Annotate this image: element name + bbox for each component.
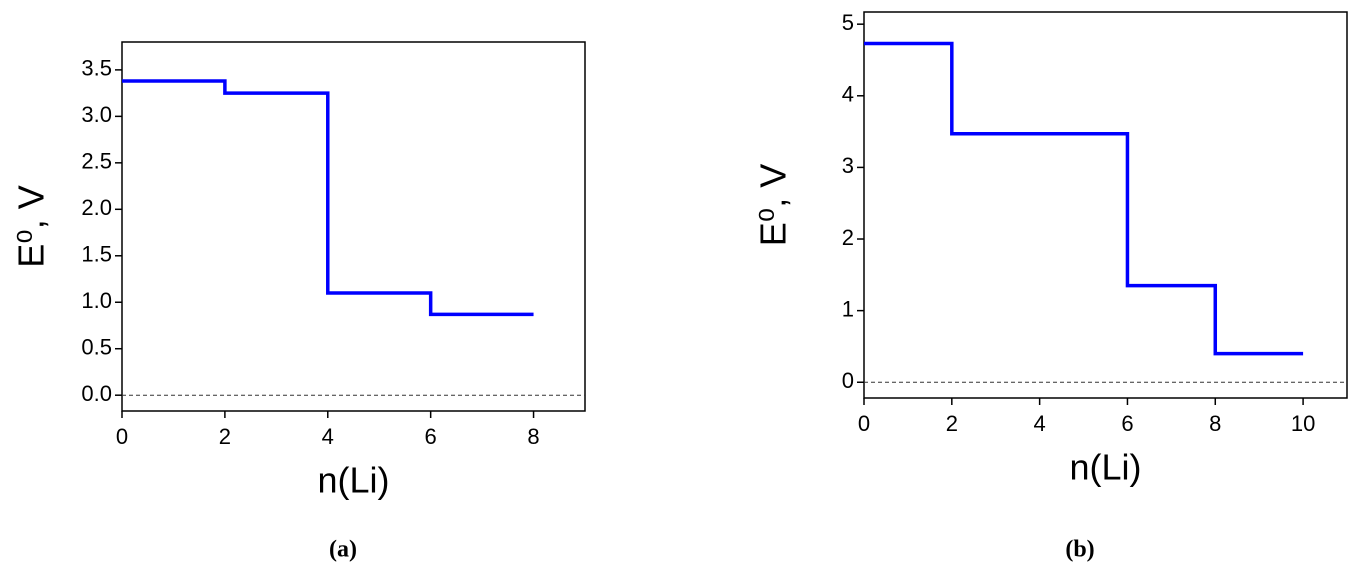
chart-panel: 0 2 4 6 8 0.0 0.5 1.0 1.5 2.0 2.5 3.0 3.5 n(Li) E⁰, V (… xyxy=(11,41,586,563)
y-tick-label: 0 xyxy=(842,368,854,393)
caption: (a) xyxy=(329,537,357,563)
y-tick-label: 2.0 xyxy=(81,195,112,220)
y-tick-label: 2.5 xyxy=(81,149,112,174)
y-tick-label: 1 xyxy=(842,296,854,321)
plot-frame xyxy=(863,11,1348,399)
x-tick-label: 4 xyxy=(1034,411,1046,436)
y-tick-label: 0.0 xyxy=(81,381,112,406)
y-axis-label: E⁰, V xyxy=(11,185,52,267)
x-tick-label: 8 xyxy=(1209,411,1221,436)
x-tick-label: 6 xyxy=(1121,411,1133,436)
y-tick-label: 3.5 xyxy=(81,56,112,81)
step-line xyxy=(864,41,1304,356)
x-tick-label: 6 xyxy=(425,424,437,449)
y-tick-label: 1.0 xyxy=(81,288,112,313)
y-tick-label: 3.0 xyxy=(81,102,112,127)
y-tick-label: 2 xyxy=(842,225,854,250)
step-line xyxy=(122,79,534,317)
x-axis-label: n(Li) xyxy=(317,460,389,501)
x-tick-label: 0 xyxy=(858,411,870,436)
x-tick-label: 2 xyxy=(219,424,231,449)
x-tick-label: 4 xyxy=(322,424,334,449)
y-tick-label: 5 xyxy=(842,10,854,35)
y-tick-label: 1.5 xyxy=(81,242,112,267)
caption: (b) xyxy=(1065,537,1094,563)
chart-panel: 0 2 4 6 8 10 0 1 2 3 4 5 n(Li) E⁰, V (b) xyxy=(753,10,1348,563)
x-tick-label: 2 xyxy=(946,411,958,436)
y-axis-label: E⁰, V xyxy=(753,164,794,246)
y-tick-label: 4 xyxy=(842,82,854,107)
x-tick-label: 0 xyxy=(116,424,128,449)
x-tick-label: 8 xyxy=(527,424,539,449)
x-axis-label: n(Li) xyxy=(1069,447,1141,488)
y-tick-label: 3 xyxy=(842,153,854,178)
x-tick-label: 10 xyxy=(1291,411,1315,436)
plot-frame xyxy=(121,41,586,412)
y-tick-label: 0.5 xyxy=(81,335,112,360)
